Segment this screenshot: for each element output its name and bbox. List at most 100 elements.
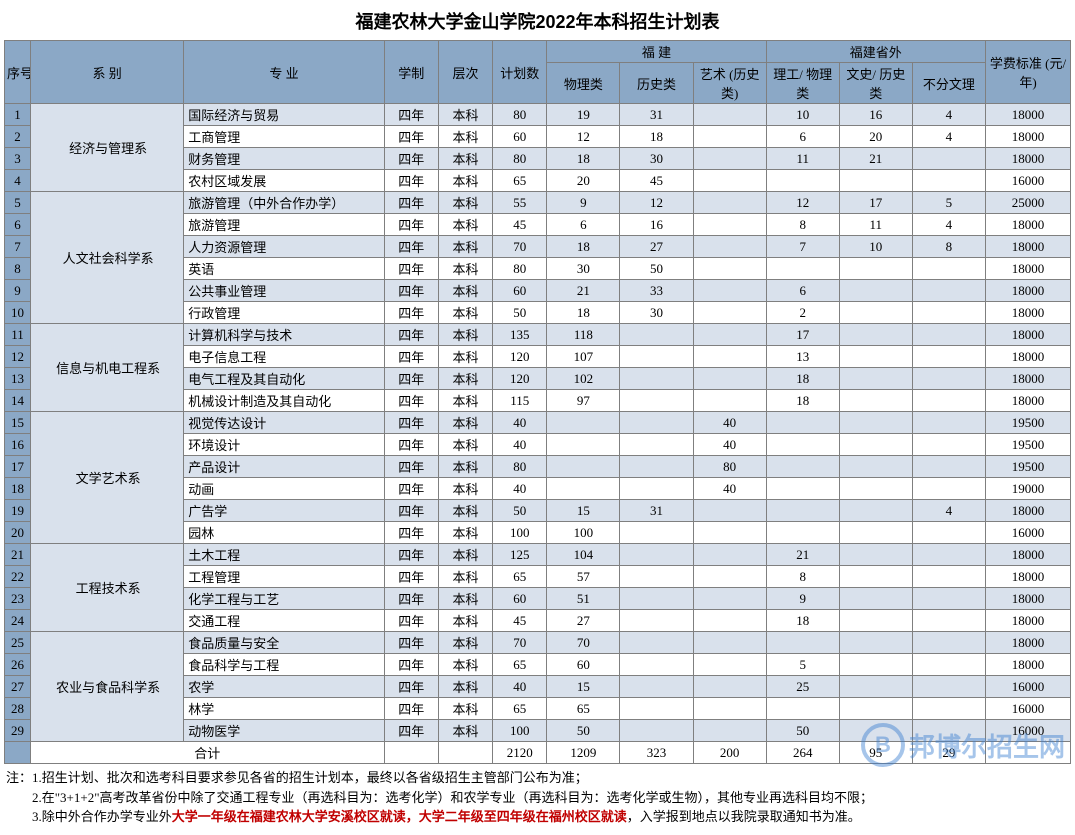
cell-major: 动画 [184,478,384,500]
cell-fj-art: 40 [693,478,766,500]
cell-fee: 16000 [985,720,1070,742]
cell-level [438,742,492,764]
cell-fj-phys [547,478,620,500]
cell-fj-hist: 50 [620,258,693,280]
cell-fj-phys [547,434,620,456]
cell-idx: 20 [5,522,31,544]
cell-major: 农学 [184,676,384,698]
cell-plan: 80 [493,456,547,478]
cell-idx: 15 [5,412,31,434]
enrollment-table: 序号 系 别 专 业 学制 层次 计划数 福 建 福建省外 学费标准 (元/年)… [4,40,1071,764]
cell-fj-phys: 12 [547,126,620,148]
cell-level: 本科 [438,170,492,192]
cell-out-sci: 5 [766,654,839,676]
cell-fj-phys: 51 [547,588,620,610]
cell-out-sci: 18 [766,610,839,632]
cell-plan: 100 [493,720,547,742]
cell-idx: 5 [5,192,31,214]
cell-level: 本科 [438,412,492,434]
cell-duration: 四年 [384,676,438,698]
cell-major: 人力资源管理 [184,236,384,258]
cell-out-lib [839,676,912,698]
cell-out-sci [766,478,839,500]
cell-idx: 27 [5,676,31,698]
cell-idx: 22 [5,566,31,588]
cell-out-sci: 50 [766,720,839,742]
cell-fj-hist [620,720,693,742]
cell-fj-phys: 118 [547,324,620,346]
cell-duration: 四年 [384,126,438,148]
cell-fj-phys: 57 [547,566,620,588]
cell-fj-art [693,104,766,126]
cell-fj-phys: 107 [547,346,620,368]
cell-fee [985,742,1070,764]
cell-out-lib: 16 [839,104,912,126]
cell-idx: 19 [5,500,31,522]
cell-out-sci [766,412,839,434]
header-fj-art: 艺术 (历史类) [693,63,766,104]
cell-dept: 经济与管理系 [30,104,183,192]
cell-idx: 4 [5,170,31,192]
cell-out-any [912,720,985,742]
cell-duration: 四年 [384,654,438,676]
cell-out-lib: 21 [839,148,912,170]
cell-fj-phys: 30 [547,258,620,280]
cell-out-sci: 12 [766,192,839,214]
cell-fj-phys: 18 [547,236,620,258]
cell-fj-hist [620,632,693,654]
cell-fj-hist: 30 [620,148,693,170]
cell-out-lib: 20 [839,126,912,148]
cell-out-any [912,170,985,192]
cell-fee: 18000 [985,126,1070,148]
cell-fj-art [693,280,766,302]
cell-idx: 18 [5,478,31,500]
cell-out-lib [839,566,912,588]
cell-fj-phys: 21 [547,280,620,302]
cell-out-lib: 10 [839,236,912,258]
cell-plan: 40 [493,434,547,456]
cell-out-any [912,544,985,566]
cell-duration: 四年 [384,478,438,500]
cell-idx: 1 [5,104,31,126]
cell-fee: 25000 [985,192,1070,214]
cell-plan: 2120 [493,742,547,764]
cell-duration: 四年 [384,698,438,720]
cell-major: 机械设计制造及其自动化 [184,390,384,412]
cell-duration: 四年 [384,170,438,192]
cell-out-sci [766,456,839,478]
cell-out-any [912,148,985,170]
cell-duration: 四年 [384,280,438,302]
cell-level: 本科 [438,698,492,720]
note-3c: ，入学报到地点以我院录取通知书为准。 [627,809,861,824]
cell-major: 环境设计 [184,434,384,456]
cell-fj-phys: 27 [547,610,620,632]
cell-out-lib [839,720,912,742]
cell-level: 本科 [438,434,492,456]
cell-major: 旅游管理（中外合作办学） [184,192,384,214]
cell-fee: 18000 [985,368,1070,390]
cell-out-sci [766,632,839,654]
cell-out-any: 4 [912,214,985,236]
cell-fj-hist: 27 [620,236,693,258]
cell-fj-phys: 97 [547,390,620,412]
cell-level: 本科 [438,632,492,654]
cell-fee: 19500 [985,434,1070,456]
cell-fj-phys: 19 [547,104,620,126]
cell-out-lib [839,302,912,324]
cell-out-any [912,434,985,456]
cell-out-sci: 21 [766,544,839,566]
cell-idx: 10 [5,302,31,324]
cell-major: 交通工程 [184,610,384,632]
cell-duration: 四年 [384,412,438,434]
cell-fj-hist [620,434,693,456]
cell-level: 本科 [438,390,492,412]
cell-fee: 19000 [985,478,1070,500]
cell-plan: 120 [493,346,547,368]
cell-plan: 125 [493,544,547,566]
cell-out-lib [839,522,912,544]
cell-out-lib [839,346,912,368]
cell-out-any [912,566,985,588]
cell-out-lib [839,412,912,434]
cell-out-lib [839,324,912,346]
cell-out-lib [839,588,912,610]
